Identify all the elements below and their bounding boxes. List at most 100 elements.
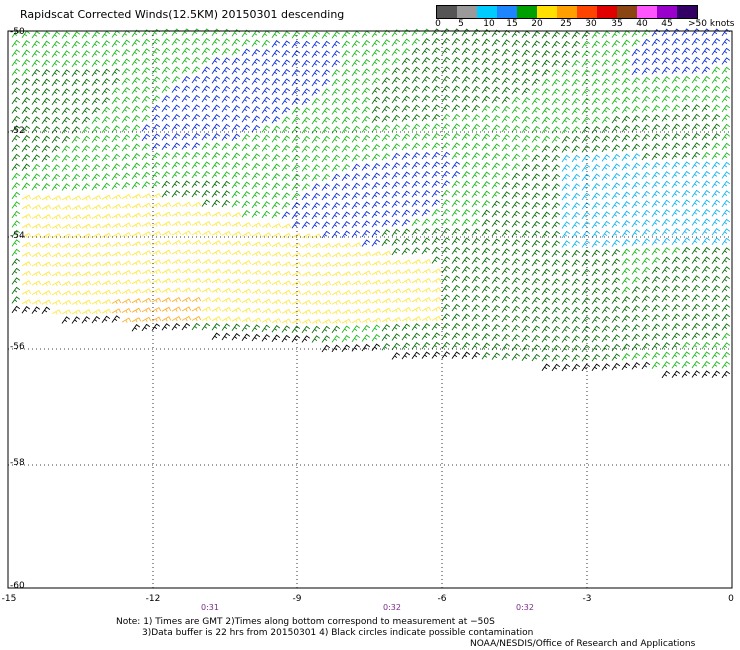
wind-barb: [341, 144, 351, 153]
wind-barb: [531, 334, 541, 343]
wind-barb: [661, 104, 671, 113]
wind-barb: [461, 38, 471, 46]
wind-barb: [281, 163, 291, 172]
wind-barb: [541, 278, 551, 286]
wind-barb: [161, 268, 172, 275]
wind-barb: [581, 164, 591, 172]
wind-barb: [321, 335, 331, 343]
wind-barb: [531, 306, 541, 314]
wind-barb: [81, 309, 92, 315]
wind-barb: [641, 314, 651, 322]
wind-barb: [51, 183, 61, 191]
wind-barb: [701, 85, 711, 93]
wind-barb: [421, 208, 431, 217]
wind-barb: [101, 270, 112, 277]
wind-barb: [631, 124, 641, 133]
wind-barb: [651, 199, 661, 208]
wind-barb: [21, 78, 31, 86]
wind-barb: [311, 335, 321, 343]
wind-barb: [391, 288, 402, 294]
wind-barb: [471, 28, 481, 37]
wind-barb: [201, 170, 211, 179]
wind-barb: [321, 221, 331, 229]
wind-barb: [411, 161, 421, 170]
wind-barb: [571, 297, 581, 305]
wind-barb: [91, 289, 102, 296]
wind-barb: [261, 87, 271, 95]
wind-barb: [641, 57, 651, 66]
wind-barb: [231, 278, 242, 284]
wind-barb: [351, 78, 361, 86]
wind-barb: [351, 242, 362, 248]
wind-barb: [31, 299, 42, 305]
wind-barb: [441, 237, 451, 245]
wind-barb: [271, 261, 282, 267]
wind-barb: [71, 204, 82, 211]
wind-barb: [11, 210, 21, 219]
wind-barb: [451, 322, 461, 331]
wind-barb: [651, 361, 661, 369]
wind-barb: [41, 223, 52, 229]
wind-barb: [531, 211, 541, 219]
wind-barb: [571, 173, 581, 182]
wind-barb: [101, 116, 111, 124]
wind-barb: [531, 249, 541, 257]
wind-barb: [661, 209, 671, 217]
wind-barb: [671, 189, 681, 198]
wind-barb: [491, 143, 501, 151]
wind-barb: [711, 37, 721, 46]
wind-barb: [401, 76, 411, 84]
wind-barb: [611, 229, 621, 238]
wind-barb: [201, 180, 211, 188]
wind-barb: [61, 183, 71, 191]
wind-barb: [601, 68, 611, 77]
wind-barb: [181, 28, 191, 36]
wind-barb: [691, 132, 701, 141]
wind-barb: [331, 31, 341, 39]
wind-barb: [41, 154, 51, 163]
wind-barb: [641, 257, 651, 265]
wind-barb: [651, 294, 661, 303]
wind-barb: [321, 202, 331, 210]
wind-barb: [461, 294, 471, 302]
wind-barb: [691, 227, 701, 236]
wind-barb: [331, 252, 342, 258]
wind-barb: [411, 297, 422, 303]
wind-barb: [571, 126, 581, 134]
wind-barb: [601, 363, 611, 371]
wind-barb: [241, 86, 251, 94]
wind-barb: [351, 163, 361, 172]
wind-barb: [271, 173, 281, 181]
wind-barb: [391, 38, 401, 47]
wind-barb: [561, 183, 571, 191]
wind-barb: [41, 88, 51, 96]
wind-barb: [631, 333, 641, 342]
wind-barb: [431, 189, 441, 198]
wind-barb: [161, 211, 172, 218]
wind-barb: [291, 50, 301, 58]
wind-barb: [301, 40, 311, 49]
wind-barb: [351, 49, 361, 58]
wind-barb: [401, 190, 411, 198]
wind-barb: [71, 116, 81, 125]
wind-barb: [261, 279, 272, 286]
wind-barb: [101, 308, 112, 315]
wind-barb: [661, 57, 671, 65]
wind-barb: [201, 104, 211, 112]
wind-barb: [621, 324, 631, 332]
wind-barb: [511, 153, 521, 162]
wind-barb: [31, 213, 42, 220]
wind-barb: [191, 230, 202, 236]
wind-barb: [701, 275, 711, 283]
wind-barb: [111, 213, 122, 219]
wind-barb: [31, 204, 42, 210]
wind-barb: [641, 105, 651, 113]
wind-barb: [81, 214, 92, 220]
lon-label-12: -12: [145, 594, 161, 604]
wind-barb: [21, 68, 31, 77]
wind-barb: [451, 189, 461, 198]
wind-barb: [31, 251, 42, 258]
wind-barb: [431, 75, 441, 84]
wind-barb: [651, 323, 661, 331]
wind-barb: [511, 201, 521, 209]
